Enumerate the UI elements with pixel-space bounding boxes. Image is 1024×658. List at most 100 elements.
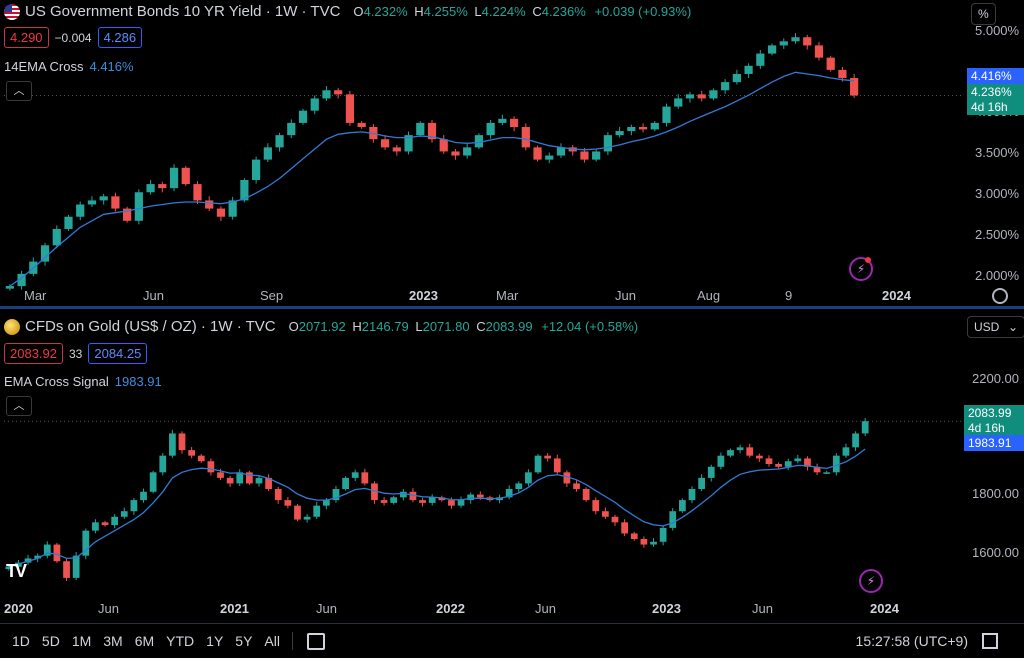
candle-body: [707, 466, 715, 478]
candle-body: [838, 69, 847, 79]
candle-body: [509, 118, 519, 127]
candle-body: [688, 489, 696, 501]
candle-body: [193, 184, 202, 201]
candle-body: [188, 450, 196, 456]
gold-indicator-legend[interactable]: EMA Cross Signal 1983.91: [4, 374, 162, 389]
candle-body: [72, 555, 80, 578]
candle-body: [357, 122, 366, 127]
expand-icon[interactable]: [982, 633, 998, 649]
candle-body: [53, 544, 61, 562]
bond-close-key: C: [532, 4, 542, 19]
bond-high: 4.255%: [423, 4, 468, 19]
bond-price-label: 2.500%: [975, 227, 1020, 242]
lightning-icon[interactable]: ⚡: [859, 569, 883, 593]
candle-body: [427, 122, 437, 140]
candle-body: [205, 200, 214, 209]
range-button-5d[interactable]: 5D: [41, 633, 60, 649]
candle-body: [515, 483, 523, 489]
candle-body: [310, 98, 319, 111]
gold-chart-canvas[interactable]: [0, 309, 1024, 623]
gold-time-label: Jun: [752, 601, 773, 616]
candle-body: [274, 489, 282, 501]
candle-body: [767, 45, 777, 54]
candle-body: [850, 78, 859, 96]
candle-body: [803, 37, 812, 46]
range-button-1m[interactable]: 1M: [71, 633, 92, 649]
candle-body: [736, 447, 744, 451]
candle-body: [476, 494, 484, 498]
candle-body: [207, 461, 215, 473]
candle-body: [87, 200, 97, 205]
range-button-3m[interactable]: 3M: [103, 633, 123, 649]
bond-close: 4.236%: [541, 4, 586, 19]
range-button-ytd[interactable]: YTD: [166, 633, 195, 649]
candle-body: [345, 94, 355, 123]
bond-change: +0.039 (+0.93%): [594, 4, 692, 19]
range-button-1d[interactable]: 1D: [12, 633, 30, 649]
bond-time-label: 2024: [882, 288, 911, 303]
bond-sell-button[interactable]: 4.290: [4, 27, 49, 48]
us-flag-icon: [4, 3, 20, 20]
bond-indicator-legend[interactable]: 14EMA Cross 4.416%: [4, 59, 134, 74]
calendar-icon[interactable]: [306, 632, 325, 650]
gold-indicator-value: 1983.91: [114, 374, 162, 389]
lightning-icon[interactable]: ⚡: [849, 257, 873, 281]
candle-body: [721, 82, 730, 91]
bond-unit-button[interactable]: %: [971, 3, 996, 25]
bond-trade-row: 4.290 −0.004 4.286: [4, 27, 148, 48]
candle-body: [861, 421, 869, 434]
candle-body: [409, 491, 417, 501]
candle-body: [602, 511, 609, 517]
range-button-all[interactable]: All: [264, 633, 280, 649]
bond-high-key: H: [414, 4, 424, 19]
candle-body: [650, 122, 659, 130]
chevron-down-icon: ⌄: [1007, 320, 1018, 334]
gold-buy-button[interactable]: 2084.25: [88, 343, 148, 364]
candle-body: [486, 122, 495, 136]
bond-collapse-legend-button[interactable]: ︿: [6, 81, 32, 101]
gear-icon[interactable]: [992, 288, 1008, 304]
bond-chart-canvas[interactable]: [0, 0, 1024, 306]
gold-time-label: Jun: [535, 601, 556, 616]
gold-currency-button[interactable]: USD ⌄: [967, 316, 1024, 338]
candle-body: [99, 196, 108, 201]
candle-body: [284, 500, 292, 506]
range-button-1y[interactable]: 1Y: [206, 633, 224, 649]
gold-collapse-legend-button[interactable]: ︿: [6, 396, 32, 416]
candle-body: [678, 500, 686, 512]
candle-body: [451, 151, 460, 156]
range-button-6m[interactable]: 6M: [134, 633, 155, 649]
candle-body: [640, 539, 648, 545]
candle-body: [361, 472, 369, 484]
candle-body: [439, 139, 448, 152]
gold-sell-button[interactable]: 2083.92: [4, 343, 63, 364]
candle-body: [448, 500, 455, 506]
gold-spread: 33: [69, 346, 83, 361]
gold-high-key: H: [352, 319, 362, 334]
candle-body: [709, 90, 718, 99]
gold-time-label: 2024: [870, 601, 899, 616]
candle-body: [592, 151, 601, 160]
candle-body: [63, 561, 70, 578]
gold-trade-row: 2083.92 33 2084.25: [4, 343, 153, 364]
pane-divider[interactable]: [0, 306, 1024, 309]
bond-low: 4.224%: [481, 4, 526, 19]
candle-body: [582, 489, 590, 501]
candle-body: [226, 477, 234, 484]
gold-chart-pane[interactable]: CFDs on Gold (US$ / OZ) · 1W · TVC O2071…: [0, 309, 1024, 623]
candle-body: [140, 491, 147, 501]
clock-timezone[interactable]: 15:27:58 (UTC+9): [855, 633, 968, 649]
range-button-5y[interactable]: 5Y: [235, 633, 253, 649]
bond-time-label: 2023: [409, 288, 438, 303]
candle-body: [275, 135, 284, 148]
bond-countdown-tag: 4d 16h: [967, 99, 1024, 115]
candle-body: [149, 472, 157, 492]
gold-symbol-title[interactable]: CFDs on Gold (US$ / OZ) · 1W · TVC: [25, 318, 276, 335]
bond-time-label: Jun: [143, 288, 164, 303]
bond-chart-pane[interactable]: US Government Bonds 10 YR Yield · 1W · T…: [0, 0, 1024, 306]
bond-indicator-name: 14EMA Cross: [4, 59, 84, 74]
candle-body: [775, 464, 782, 467]
bond-ema-tag: 4.416%: [967, 68, 1024, 84]
bond-symbol-title[interactable]: US Government Bonds 10 YR Yield · 1W · T…: [25, 3, 341, 20]
bond-buy-button[interactable]: 4.286: [97, 27, 143, 48]
